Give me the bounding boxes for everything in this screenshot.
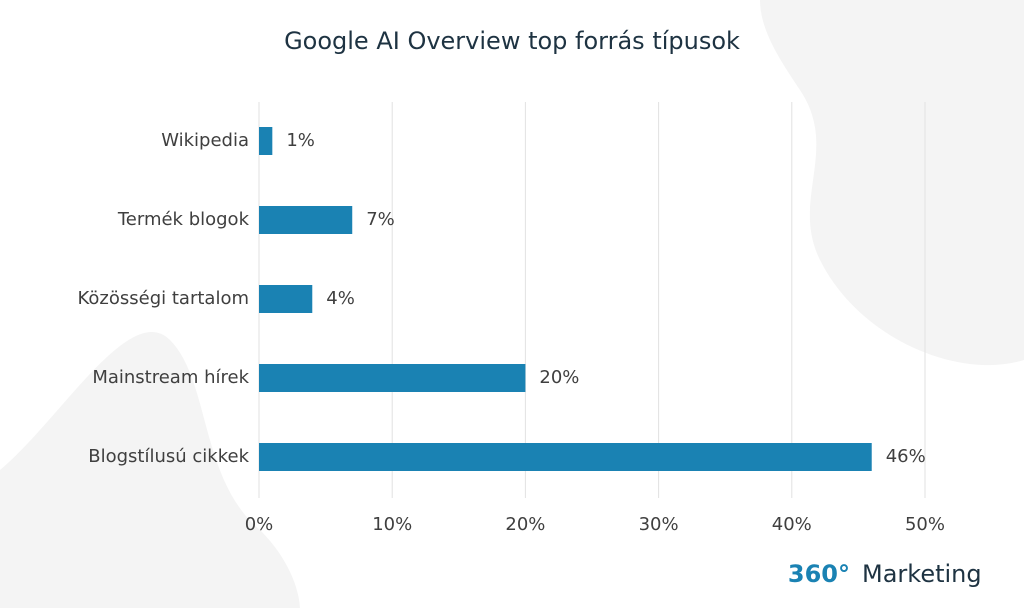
y-tick-label: Közösségi tartalom bbox=[78, 288, 249, 309]
x-tick-label: 30% bbox=[639, 514, 679, 535]
background-shape bbox=[0, 331, 300, 608]
chart-title: Google AI Overview top forrás típusok bbox=[284, 27, 740, 55]
brand-number: 360° bbox=[788, 560, 850, 588]
y-tick-label: Blogstílusú cikkek bbox=[88, 446, 249, 467]
brand-name: Marketing bbox=[862, 560, 982, 588]
value-label: 4% bbox=[326, 288, 355, 309]
bar bbox=[259, 206, 353, 234]
value-label: 46% bbox=[886, 446, 926, 467]
x-tick-label: 20% bbox=[505, 514, 545, 535]
x-tick-label: 50% bbox=[905, 514, 945, 535]
y-tick-label: Mainstream hírek bbox=[92, 367, 249, 388]
x-tick-label: 40% bbox=[772, 514, 812, 535]
background-shape bbox=[760, 0, 1024, 366]
bar bbox=[259, 443, 872, 471]
x-tick-label: 10% bbox=[372, 514, 412, 535]
value-label: 20% bbox=[539, 367, 579, 388]
value-label: 1% bbox=[286, 130, 315, 151]
y-tick-label: Termék blogok bbox=[117, 209, 250, 230]
bar bbox=[259, 364, 526, 392]
value-label: 7% bbox=[366, 209, 395, 230]
x-tick-label: 0% bbox=[245, 514, 274, 535]
bar bbox=[259, 127, 273, 155]
bar bbox=[259, 285, 313, 313]
y-tick-label: Wikipedia bbox=[161, 130, 249, 151]
